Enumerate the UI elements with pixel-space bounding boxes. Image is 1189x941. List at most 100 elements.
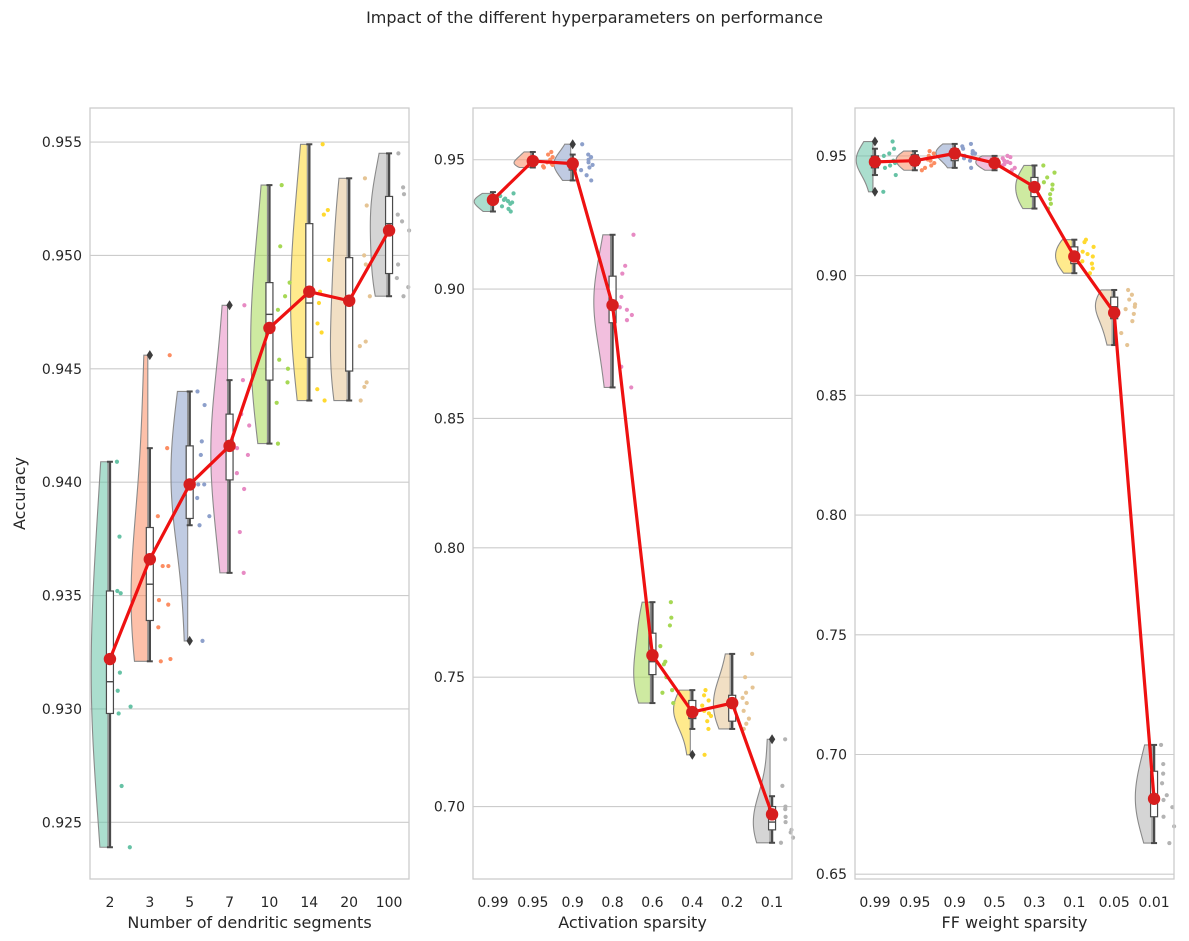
data-point: [1123, 307, 1128, 312]
data-point: [195, 495, 200, 501]
y-tick-label: 0.70: [434, 800, 465, 816]
data-point: [358, 398, 363, 403]
data-point: [200, 638, 205, 643]
data-point: [285, 366, 291, 371]
x-tick-label: 0.2: [721, 895, 743, 911]
data-point: [501, 197, 507, 202]
data-point: [580, 142, 585, 147]
data-point: [240, 378, 246, 383]
data-point: [1164, 793, 1169, 798]
data-point: [743, 675, 748, 680]
data-point: [931, 151, 936, 156]
data-point: [1052, 170, 1057, 175]
data-point: [241, 570, 246, 575]
data-point: [667, 623, 673, 628]
x-tick-label: 7: [225, 895, 234, 911]
chart-panel-3: 0.65 0.70 0.75 0.80 0.85 0.90 0.95 0.99 0.95 0.9 0…: [816, 107, 1177, 932]
data-point: [661, 662, 667, 667]
data-point: [116, 711, 121, 716]
data-point: [237, 529, 242, 535]
data-point: [322, 398, 327, 403]
x-axis-label: FF weight sparsity: [942, 913, 1088, 932]
data-point: [590, 162, 595, 168]
x-tick-label: 0.5: [983, 895, 1005, 911]
x-tick-label: 0.4: [681, 895, 703, 911]
data-point: [1125, 342, 1130, 348]
data-point: [166, 563, 171, 569]
data-point: [882, 165, 888, 170]
data-point: [401, 192, 407, 197]
outlier-point: [871, 186, 879, 197]
data-point: [741, 708, 746, 713]
x-axis-label: Activation sparsity: [558, 913, 707, 932]
data-point: [1041, 163, 1046, 168]
x-tick-label: 0.99: [859, 895, 890, 911]
mean-marker: [868, 155, 882, 169]
data-point: [364, 380, 369, 385]
box-iqr: [145, 526, 154, 622]
x-tick-label: 0.95: [517, 895, 548, 911]
mean-marker: [948, 147, 961, 160]
x-tick-label: 0.99: [477, 895, 508, 911]
data-point: [549, 149, 554, 155]
x-tick-label: 0.6: [641, 895, 663, 911]
data-point: [1130, 319, 1135, 324]
y-tick-label: 0.75: [816, 628, 847, 644]
data-point: [325, 207, 330, 213]
data-point: [367, 294, 372, 299]
data-point: [396, 151, 401, 156]
data-point: [274, 400, 279, 405]
data-point: [234, 446, 240, 451]
violin: [369, 152, 388, 297]
data-point: [970, 151, 975, 156]
data-point: [315, 321, 320, 326]
data-point: [588, 155, 594, 160]
mean-line: [108, 229, 391, 660]
data-point: [395, 212, 400, 217]
data-point: [166, 602, 171, 607]
data-point: [499, 204, 505, 209]
chart-panel-1: 0.925 0.930 0.935 0.940 0.945 0.950 0.955 2 3 5 7 1…: [10, 107, 412, 932]
mean-marker: [103, 652, 117, 666]
data-point: [1126, 287, 1131, 293]
outlier-point: [186, 635, 193, 646]
data-point: [624, 318, 630, 323]
mean-marker: [342, 294, 356, 307]
mean-marker: [526, 154, 540, 168]
x-tick-label: 0.95: [899, 895, 930, 911]
data-point: [511, 191, 516, 196]
data-point: [282, 294, 288, 299]
x-tick-label: 0.1: [761, 895, 783, 911]
data-point: [783, 807, 788, 812]
data-point: [1161, 797, 1166, 803]
data-point: [1167, 840, 1172, 846]
data-point: [326, 257, 332, 263]
data-point: [1048, 192, 1053, 197]
violin: [1015, 164, 1033, 210]
data-point: [406, 285, 411, 290]
data-point: [234, 470, 239, 476]
data-point: [589, 178, 594, 183]
data-point: [1085, 251, 1090, 257]
data-point: [1127, 297, 1132, 302]
y-tick-label: 0.80: [434, 541, 465, 557]
data-point: [320, 142, 325, 147]
data-point: [401, 294, 406, 299]
x-tick-label: 0.01: [1138, 895, 1169, 911]
violin: [712, 653, 731, 730]
data-point: [890, 139, 895, 144]
data-point: [319, 330, 324, 335]
data-point: [546, 152, 551, 157]
y-tick-label: 0.90: [434, 282, 465, 298]
data-point: [245, 452, 251, 458]
data-point: [362, 384, 367, 390]
data-point: [891, 146, 897, 151]
data-point: [619, 294, 624, 299]
outlier-point: [146, 350, 154, 361]
y-tick-label: 0.950: [42, 248, 82, 264]
violin: [473, 192, 492, 213]
mean-line: [491, 159, 774, 815]
data-point: [279, 183, 284, 188]
data-point: [750, 685, 755, 690]
data-point: [156, 625, 161, 630]
